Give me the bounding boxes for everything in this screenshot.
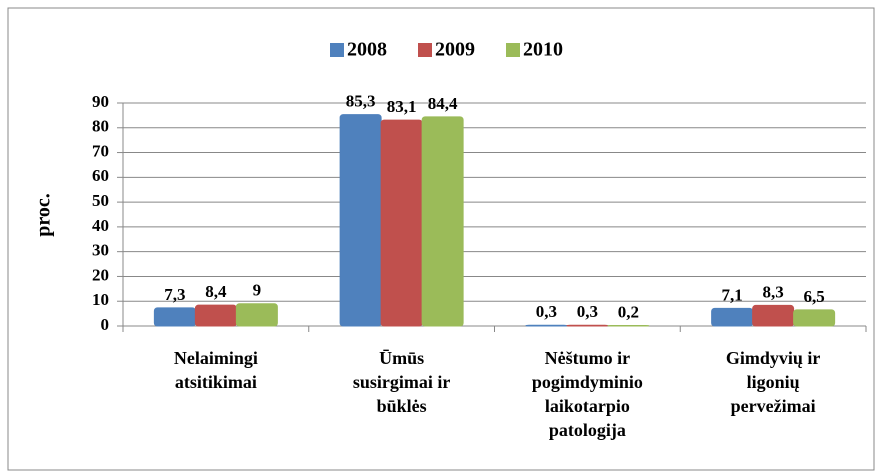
bar — [153, 307, 196, 327]
y-tick-label: 60 — [92, 166, 109, 185]
x-tick-label: pervežimai — [731, 396, 816, 416]
y-tick-label: 90 — [92, 92, 109, 111]
bar — [793, 309, 836, 327]
value-label: 0,3 — [536, 302, 557, 321]
bar — [566, 324, 609, 327]
y-tick-label: 70 — [92, 141, 109, 160]
bar — [525, 324, 568, 327]
y-tick-label: 40 — [92, 216, 109, 235]
legend-swatch — [418, 43, 432, 57]
bar — [380, 119, 423, 327]
bar — [711, 307, 754, 327]
value-label: 7,3 — [164, 285, 185, 304]
legend-label: 2010 — [523, 39, 563, 61]
x-tick-label: patologija — [549, 420, 626, 440]
value-label: 83,1 — [387, 97, 417, 116]
value-label: 8,4 — [205, 282, 227, 301]
value-label: 0,3 — [577, 302, 598, 321]
y-tick-label: 20 — [92, 265, 109, 284]
bar — [752, 304, 795, 327]
x-tick-label: Ūmūs — [379, 348, 424, 368]
value-label: 8,3 — [763, 282, 784, 301]
value-label: 9 — [253, 281, 262, 300]
y-tick-label: 30 — [92, 241, 109, 260]
legend-swatch — [330, 43, 344, 57]
legend-label: 2009 — [435, 39, 475, 61]
legend-swatch — [506, 43, 520, 57]
x-tick-label: Nėštumo ir — [545, 348, 630, 368]
bar — [194, 304, 237, 327]
y-tick-label: 0 — [101, 315, 110, 334]
x-tick-label: būklės — [377, 396, 427, 416]
value-label: 85,3 — [346, 92, 376, 111]
x-tick-label: susirgimai ir — [353, 372, 451, 392]
y-tick-label: 10 — [92, 290, 109, 309]
legend-label: 2008 — [347, 39, 387, 61]
x-tick-label: laikotarpio — [545, 396, 630, 416]
x-tick-label: ligonių — [747, 372, 800, 392]
value-label: 84,4 — [428, 94, 458, 113]
value-label: 0,2 — [618, 302, 639, 321]
value-label: 6,5 — [804, 287, 825, 306]
x-tick-label: Gimdyvių ir — [726, 348, 821, 368]
bar — [235, 303, 278, 327]
y-axis-label: proc. — [33, 193, 55, 237]
y-tick-label: 50 — [92, 191, 109, 210]
x-tick-label: pogimdyminio — [532, 372, 643, 392]
x-tick-label: atsitikimai — [175, 372, 257, 392]
y-tick-label: 80 — [92, 117, 109, 136]
bar — [421, 116, 464, 327]
value-label: 7,1 — [722, 285, 743, 304]
bar — [339, 114, 382, 327]
x-tick-label: Nelaimingi — [174, 348, 258, 368]
